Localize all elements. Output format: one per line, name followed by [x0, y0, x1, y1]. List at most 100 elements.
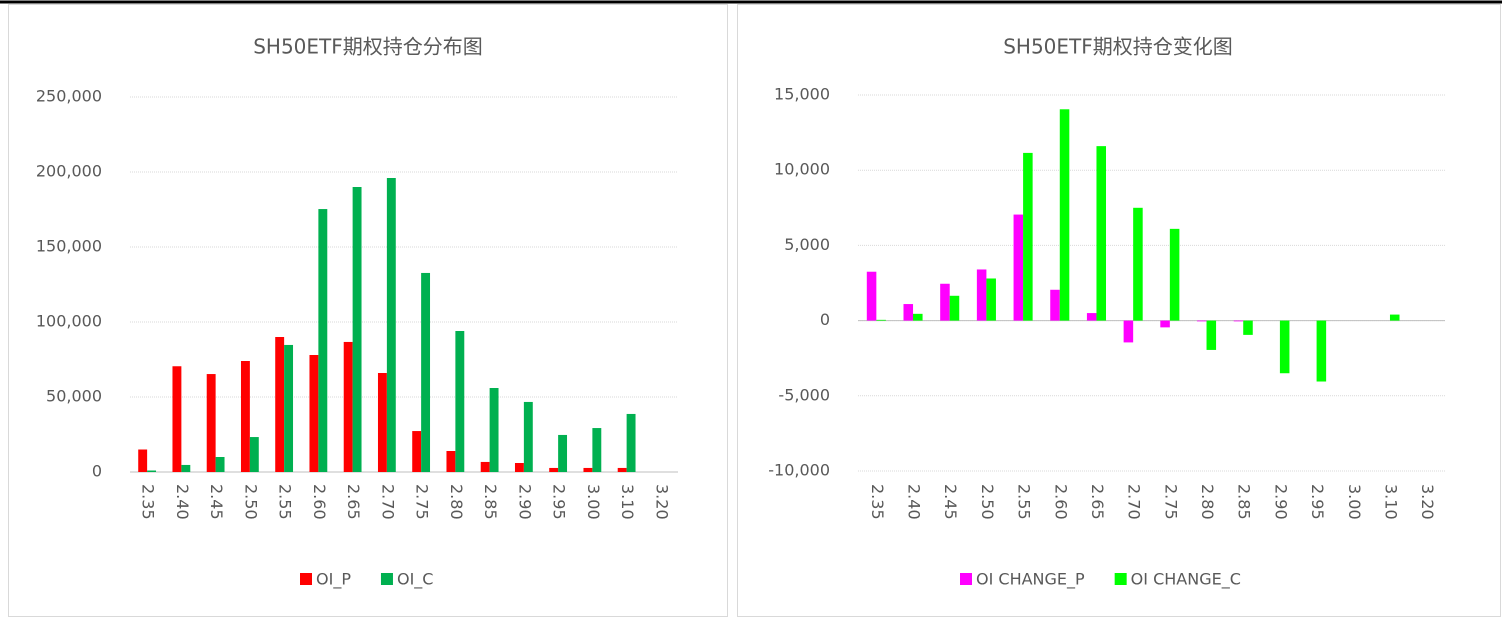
y-tick-label: 0 [92, 462, 102, 481]
bar [949, 295, 960, 321]
y-tick-label: 15,000 [774, 85, 830, 104]
y-tick-label: 150,000 [36, 237, 102, 256]
bar [583, 467, 593, 472]
bar [1133, 207, 1143, 321]
y-tick-label: 250,000 [36, 87, 102, 106]
y-tick-label: 50,000 [46, 387, 102, 406]
x-tick-label: 2.50 [978, 484, 997, 520]
bar [206, 374, 216, 472]
y-tick-label: 200,000 [36, 162, 102, 181]
bar [976, 269, 987, 321]
bar [284, 344, 294, 472]
x-tick-label: 2.95 [1308, 484, 1327, 520]
bar [215, 457, 225, 472]
x-tick-label: 2.70 [1125, 484, 1144, 520]
x-tick-label: 2.80 [1198, 484, 1217, 520]
x-tick-label: 2.60 [310, 484, 329, 520]
legend-swatch [960, 573, 972, 585]
x-tick-label: 2.40 [905, 484, 924, 520]
bar [940, 283, 950, 321]
x-tick-label: 2.75 [1161, 484, 1180, 520]
bar [903, 304, 914, 321]
x-tick-label: 2.45 [941, 484, 960, 520]
x-tick-label: 2.90 [1271, 484, 1290, 520]
x-tick-label: 2.65 [1088, 484, 1107, 520]
bar [1279, 320, 1290, 374]
bar [386, 178, 396, 472]
bar [352, 187, 362, 472]
bar [617, 467, 627, 472]
legend-swatch [300, 573, 312, 585]
bar [377, 373, 387, 472]
bar [1050, 289, 1060, 321]
bar [1243, 320, 1253, 335]
x-tick-label: 3.10 [618, 484, 637, 520]
x-tick-label: 3.00 [1345, 484, 1364, 520]
y-tick-label: 10,000 [774, 160, 830, 179]
bar [421, 272, 431, 472]
bar [1160, 320, 1170, 328]
bar [343, 341, 353, 472]
chart-title: SH50ETF期权持仓分布图 [253, 35, 483, 59]
x-tick-label: 2.80 [447, 484, 466, 520]
bar [866, 271, 877, 321]
bar [172, 366, 182, 472]
x-tick-label: 2.85 [1235, 484, 1254, 520]
bar [181, 464, 191, 472]
legend-swatch [380, 573, 393, 585]
y-tick-label: 0 [820, 310, 830, 329]
legend-label: OI_P [316, 570, 351, 590]
x-tick-label: 2.50 [241, 484, 260, 520]
bar [592, 428, 602, 472]
x-tick-label: 2.40 [173, 484, 192, 520]
bar [138, 449, 148, 472]
x-tick-label: 3.00 [584, 484, 603, 520]
chart-title: SH50ETF期权持仓变化图 [1003, 35, 1233, 59]
bar [1169, 228, 1180, 321]
bar [309, 355, 319, 472]
bar [1196, 320, 1207, 322]
y-tick-label: 5,000 [784, 235, 830, 254]
bar [412, 431, 422, 472]
bar [275, 337, 285, 472]
y-tick-label: -5,000 [778, 385, 830, 404]
x-tick-label: 2.75 [413, 484, 432, 520]
bar [1086, 313, 1097, 321]
bar [523, 401, 533, 472]
bar [1013, 214, 1024, 321]
x-tick-label: 2.35 [868, 484, 887, 520]
x-tick-label: 2.35 [139, 484, 158, 520]
y-tick-label: 100,000 [36, 312, 102, 331]
x-tick-label: 2.45 [207, 484, 226, 520]
bar [558, 434, 568, 472]
bar [240, 361, 250, 472]
bar [318, 209, 328, 473]
bar [514, 463, 524, 472]
x-tick-label: 2.70 [378, 484, 397, 520]
bar [147, 470, 157, 472]
x-tick-label: 3.10 [1381, 484, 1400, 520]
bar [1023, 152, 1033, 321]
x-tick-label: 2.55 [1015, 484, 1034, 520]
bar [489, 388, 499, 472]
x-tick-label: 2.55 [276, 484, 295, 520]
bar [549, 467, 559, 472]
bar [446, 451, 456, 472]
bar [1123, 320, 1134, 343]
y-tick-label: -10,000 [768, 461, 830, 480]
x-tick-label: 2.85 [481, 484, 500, 520]
bar [249, 437, 259, 472]
legend-swatch [1114, 573, 1127, 585]
x-tick-label: 2.60 [1051, 484, 1070, 520]
x-tick-label: 2.65 [344, 484, 363, 520]
bar [626, 413, 636, 472]
bar [986, 278, 996, 321]
x-tick-label: 2.90 [515, 484, 534, 520]
x-tick-label: 2.95 [550, 484, 569, 520]
bar [913, 313, 923, 321]
bar [1389, 314, 1400, 321]
bar [1316, 320, 1327, 382]
